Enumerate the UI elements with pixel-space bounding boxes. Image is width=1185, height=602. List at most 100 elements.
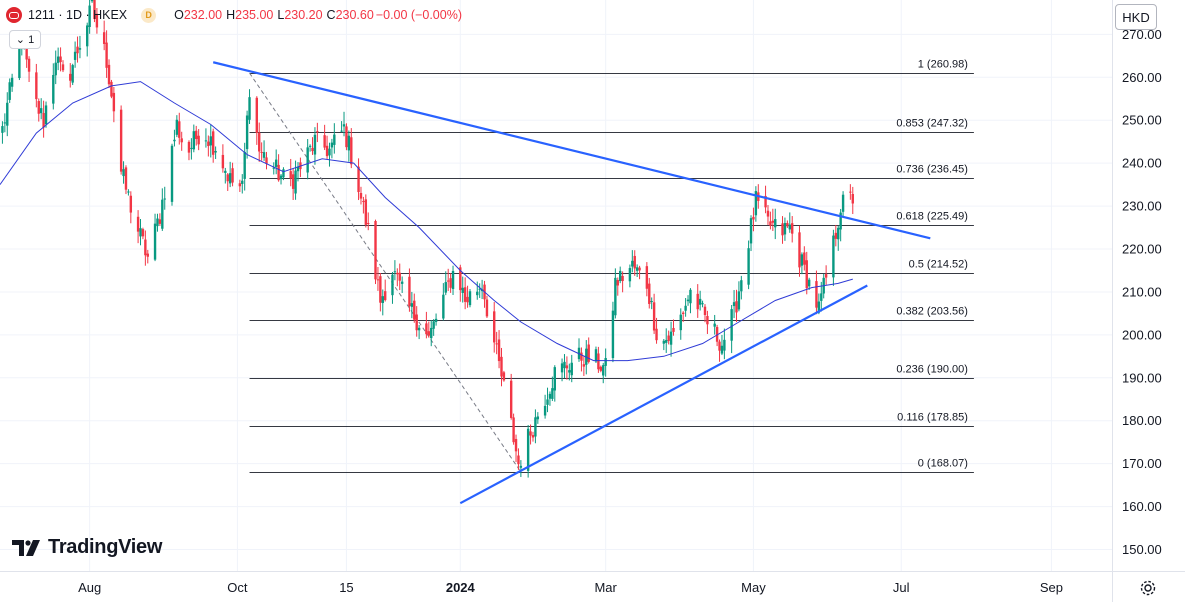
candle-body [76,46,79,54]
candle-body [139,228,142,237]
candle-body [359,192,363,199]
fibonacci-retracement[interactable]: 1 (260.98) 0.853 (247.32) 0.736 (236.45) 0.… [249,59,974,473]
candle-body [851,193,854,204]
candle-body [669,331,673,345]
x-tick-label: Sep [1040,580,1063,595]
candle-body [754,191,758,216]
candle-body [628,268,632,282]
candle-body [497,339,501,362]
candle-body [466,296,469,303]
candle-body [517,455,520,465]
candle-body [602,365,605,376]
candle-body [594,349,598,362]
candle-body [391,274,394,296]
candle-body [468,291,472,306]
y-tick-label: 200.00 [1122,327,1162,342]
symbol-title[interactable]: 1211 · 1D · HKEX [28,8,128,22]
candle-body [78,48,82,50]
candle-body [277,164,280,181]
candle-body [791,223,794,234]
candle-body [500,356,503,377]
candle-body [442,294,445,319]
candle-body [88,5,91,27]
currency-button[interactable]: HKD [1115,4,1157,30]
candle-body [296,166,300,172]
moving-average [0,81,853,362]
candle-body [526,428,530,471]
candle-body [512,417,515,443]
low-value: 230.20 [284,8,323,22]
candle-body [112,92,116,112]
candle-body [495,343,498,345]
candle-body [265,157,268,164]
candle-body [619,270,622,282]
candle-body [599,366,603,371]
high-label: H [226,8,236,22]
candle-body [211,131,215,155]
candle-body [153,223,157,260]
candle-body [258,132,261,152]
candle-body [127,191,130,193]
candle-body [260,151,263,153]
candle-body [398,272,401,281]
candle-body [432,321,435,329]
candle-body [308,145,312,147]
candle-body [330,142,334,148]
candle-body [294,170,297,194]
y-tick-label: 170.00 [1122,456,1162,471]
candle-body [769,221,772,226]
trendlines[interactable] [212,61,931,505]
candle-body [413,300,416,320]
candle-body [342,124,346,127]
candle-body [214,151,217,153]
y-tick-label: 240.00 [1122,156,1162,171]
candle-body [684,305,687,311]
fib-level-label: 0.853 (247.32) [896,118,968,130]
high-value: 235.00 [235,8,274,22]
candle-body [313,134,317,155]
collapse-indicators-button[interactable]: ⌄ 1 [9,30,41,49]
candle-body [86,25,89,47]
candle-body [463,287,467,302]
grid [0,0,1112,571]
candle-body [178,121,181,138]
x-tick-label: Jul [893,580,910,595]
candle-body [459,267,462,291]
tradingview-logo[interactable]: TradingView [12,536,162,559]
candle-body [718,341,721,351]
low-label: L [277,8,285,22]
candle-body [803,252,806,265]
fib-level-label: 0.236 (190.00) [896,364,968,376]
candle-body [400,281,404,284]
candle-body [163,198,166,200]
x-tick-label: Aug [78,580,101,595]
candle-body [156,218,159,227]
candle-body [61,64,65,71]
candle-body [832,235,835,278]
candle-body [333,134,336,145]
candle-body [357,166,360,193]
candle-body [6,102,9,126]
candle-body [345,126,348,148]
candle-body [122,169,125,177]
candle-body [732,302,736,307]
candle-body [461,287,464,293]
candle-body [820,293,823,301]
candle-body [614,277,617,316]
candle-body [568,370,571,373]
candle-body [37,101,40,114]
candle-body [766,210,770,217]
candle-body [410,303,414,307]
candle-body [425,323,428,335]
candle-body [417,327,421,331]
y-tick-label: 230.00 [1122,199,1162,214]
fib-level-label: 1 (260.98) [918,59,968,71]
open-label: O [174,8,184,22]
candle-body [73,51,77,60]
settings-gear-icon[interactable] [1139,579,1157,597]
candle-body [221,154,225,169]
candle-body [69,73,72,81]
candle-body [752,216,755,220]
candle-body [243,151,246,179]
